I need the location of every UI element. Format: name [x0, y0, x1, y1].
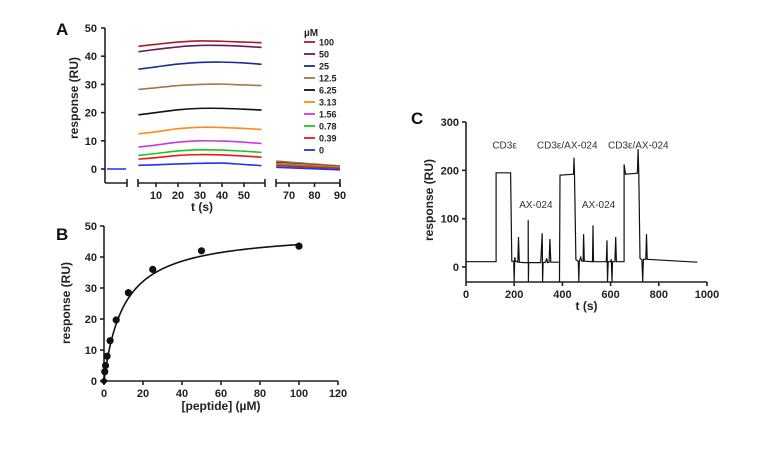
- x-tick-label: 80: [308, 190, 320, 202]
- legend-label: 100: [319, 38, 334, 48]
- x-tick-label: 100: [290, 388, 308, 400]
- x-tick-label: 10: [150, 190, 162, 202]
- association-curve-3_13: [138, 126, 262, 135]
- x-tick-label: 90: [334, 190, 346, 202]
- x-tick-label: 400: [553, 289, 571, 301]
- x-tick-label: 60: [215, 388, 227, 400]
- x-tick-label: 30: [194, 190, 206, 202]
- association-curve-0_39: [138, 153, 262, 160]
- y-tick-label: 40: [85, 252, 97, 264]
- legend-label: 3.13: [319, 98, 337, 108]
- association-curve-100: [138, 40, 262, 48]
- dissociation-curve-0: [276, 166, 341, 171]
- data-point: [295, 242, 303, 250]
- y-tick-label: 300: [441, 117, 459, 129]
- panel-b-label: B: [56, 225, 68, 244]
- y-tick-label: 10: [85, 345, 97, 357]
- y-tick-label: 30: [85, 79, 97, 91]
- x-tick-label: 40: [216, 190, 228, 202]
- x-tick-label: 70: [283, 190, 295, 202]
- legend-label: 1.56: [319, 110, 337, 120]
- panel-b-chart: 0 10 20 30 40 50 0 20 40 60 80 100 120 [peptide] (µM)…: [59, 221, 347, 413]
- x-axis-title: [peptide] (µM): [182, 399, 261, 413]
- x-tick-label: 50: [238, 190, 250, 202]
- fit-curve: [103, 243, 300, 382]
- annotation-label: CD3ε/AX-024: [608, 141, 669, 152]
- x-tick-label: 800: [650, 289, 668, 301]
- association-curve-0_78: [138, 148, 262, 157]
- legend-label: 25: [319, 62, 329, 72]
- association-curve-6_25: [138, 107, 262, 116]
- legend-label: 0: [319, 146, 324, 156]
- data-point: [149, 265, 157, 273]
- panel-a-chart: 0 10 20 30 40 50 10 20 30 40 50 70 80 90 t (s) response…: [67, 23, 346, 214]
- x-tick-label: 600: [601, 289, 619, 301]
- y-tick-label: 50: [85, 221, 97, 233]
- dissociation-curve-0_39: [276, 164, 341, 170]
- y-tick-label: 0: [91, 164, 97, 176]
- association-curve-0: [138, 162, 262, 167]
- legend-title: µM: [304, 28, 318, 39]
- legend-label: 50: [319, 50, 329, 60]
- data-point: [106, 337, 114, 345]
- y-tick-label: 20: [85, 314, 97, 326]
- legend-label: 0.78: [319, 122, 337, 132]
- y-axis-title: response (RU): [59, 262, 73, 344]
- annotation-label: AX-024: [519, 200, 553, 211]
- legend-label: 12.5: [319, 74, 337, 84]
- x-tick-label: 40: [176, 388, 188, 400]
- data-point: [101, 361, 110, 370]
- association-curve-25: [138, 61, 262, 70]
- y-tick-label: 40: [85, 51, 97, 63]
- annotation-label: CD3ε/AX-024: [537, 141, 598, 152]
- data-point: [100, 377, 108, 385]
- annotation-label: AX-024: [582, 200, 616, 211]
- x-axis-title: t (s): [576, 299, 598, 313]
- x-tick-label: 80: [254, 388, 266, 400]
- x-tick-label: 120: [329, 388, 347, 400]
- sensorgram-trace: [466, 149, 698, 282]
- association-curve-12_5: [138, 83, 262, 91]
- dissociation-curve-12_5: [276, 160, 341, 167]
- association-curve-50: [138, 44, 262, 53]
- x-axis-title: t (s): [191, 200, 213, 214]
- data-point: [124, 289, 132, 297]
- x-tick-label: 1000: [695, 289, 719, 301]
- y-tick-label: 200: [441, 165, 459, 177]
- data-point: [197, 247, 206, 255]
- data-point: [112, 316, 120, 324]
- y-axis-title: response (RU): [67, 57, 81, 139]
- panel-c-chart: 0 100 200 300 0 200 400 600 800 1000 t (s) response…: [422, 117, 719, 313]
- x-tick-label: 0: [463, 289, 469, 301]
- y-tick-label: 0: [453, 262, 459, 274]
- x-tick-label: 20: [172, 190, 184, 202]
- x-tick-label: 20: [137, 388, 149, 400]
- data-point: [101, 368, 109, 376]
- legend-label: 6.25: [319, 86, 337, 96]
- panel-c-label: C: [411, 109, 423, 128]
- association-curve-1_56: [138, 139, 262, 148]
- legend-label: 0.39: [319, 134, 337, 144]
- y-tick-label: 20: [85, 108, 97, 120]
- panel-a-label: A: [56, 20, 68, 39]
- data-point: [103, 352, 111, 360]
- x-tick-label: 0: [101, 388, 107, 400]
- y-tick-label: 30: [85, 283, 97, 295]
- y-tick-label: 0: [91, 376, 97, 388]
- y-tick-label: 10: [85, 136, 97, 148]
- y-tick-label: 50: [85, 23, 97, 35]
- x-tick-label: 200: [505, 289, 523, 301]
- y-tick-label: 100: [441, 214, 459, 226]
- y-axis-title: response (RU): [422, 159, 436, 241]
- annotation-label: CD3ε: [492, 141, 517, 152]
